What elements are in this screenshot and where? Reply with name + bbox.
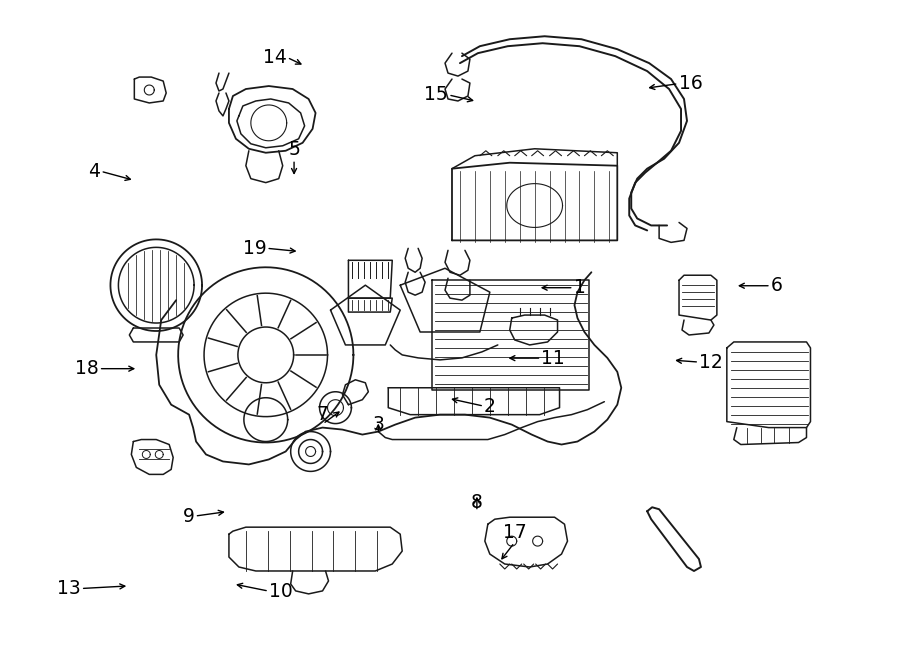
Text: 6: 6 [770,276,783,295]
Text: 2: 2 [484,397,496,416]
Text: 17: 17 [503,524,526,543]
Text: 16: 16 [679,74,702,93]
Text: 3: 3 [373,416,384,434]
Text: 1: 1 [573,278,586,297]
Text: 15: 15 [425,85,448,104]
Text: 9: 9 [183,506,194,525]
Text: 14: 14 [263,48,287,67]
Text: 5: 5 [288,140,300,159]
Text: 18: 18 [75,359,99,378]
Text: 11: 11 [542,348,565,368]
Text: 13: 13 [57,579,81,598]
Text: 4: 4 [88,162,101,180]
Text: 8: 8 [471,492,482,512]
Text: 19: 19 [242,239,266,258]
Text: 7: 7 [317,405,328,424]
Text: 12: 12 [699,352,723,371]
Text: 10: 10 [269,582,292,601]
